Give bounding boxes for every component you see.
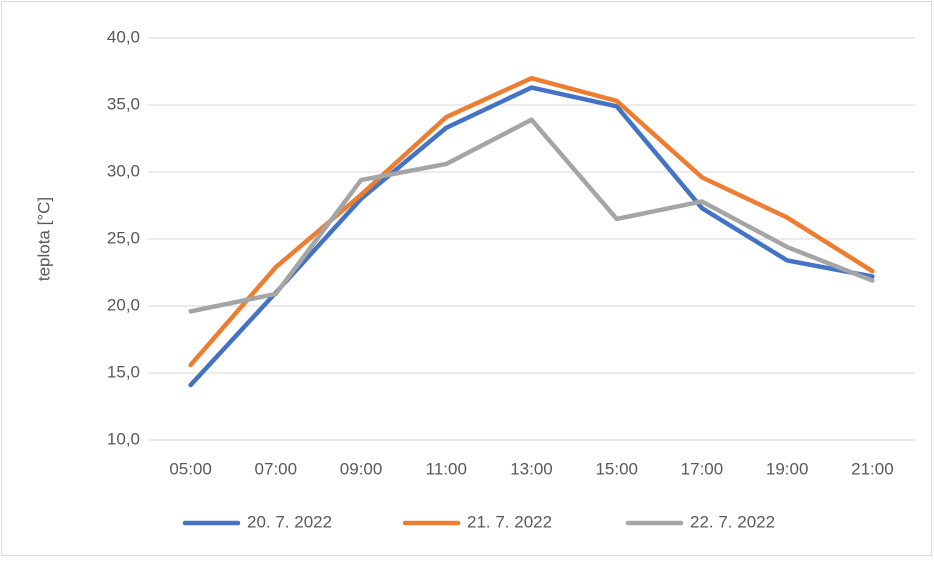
y-tick-label: 15,0	[107, 362, 140, 381]
x-tick-label: 15:00	[595, 459, 638, 478]
y-tick-label: 25,0	[107, 228, 140, 247]
y-tick-label: 35,0	[107, 94, 140, 113]
legend-label: 21. 7. 2022	[467, 512, 552, 531]
x-tick-label: 17:00	[681, 459, 724, 478]
x-tick-label: 21:00	[851, 459, 894, 478]
y-tick-label: 10,0	[107, 429, 140, 448]
y-tick-label: 20,0	[107, 295, 140, 314]
line-series	[188, 85, 875, 388]
x-tick-label: 09:00	[340, 459, 383, 478]
legend-label: 20. 7. 2022	[247, 512, 332, 531]
x-tick-label: 13:00	[510, 459, 553, 478]
line-series	[188, 117, 875, 314]
legend-label: 22. 7. 2022	[690, 512, 775, 531]
y-tick-label: 40,0	[107, 27, 140, 46]
x-tick-label: 19:00	[766, 459, 809, 478]
x-tick-label: 11:00	[426, 459, 467, 478]
line-series	[188, 75, 875, 368]
y-tick-label: 30,0	[107, 161, 140, 180]
x-tick-label: 05:00	[169, 459, 212, 478]
y-axis-title: teplota [°C]	[34, 197, 53, 281]
x-tick-label: 07:00	[255, 459, 298, 478]
